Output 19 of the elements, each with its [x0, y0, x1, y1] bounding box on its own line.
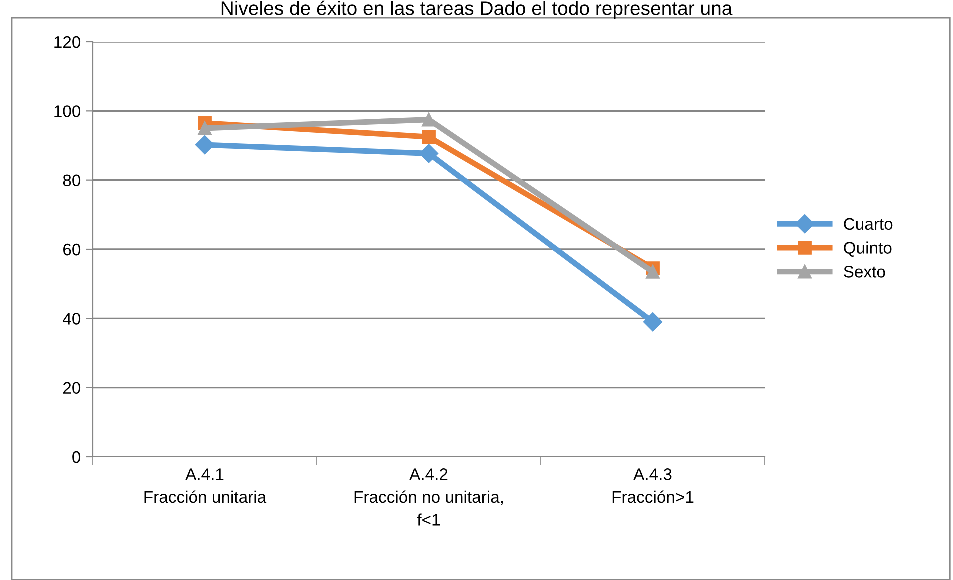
point	[198, 122, 212, 136]
legend-label: Sexto	[844, 266, 886, 278]
point	[422, 130, 436, 144]
y-tick-label: 60	[64, 244, 81, 256]
point	[646, 265, 660, 279]
y-tick-label: 0	[72, 451, 81, 464]
x-tick-label: A.4.1 Fracción unitaria	[144, 468, 267, 504]
legend-label: Quinto	[844, 242, 892, 257]
y-tick-label: 80	[63, 174, 81, 187]
y-tick-label: 20	[63, 382, 81, 394]
y-tick-label: 100	[54, 106, 81, 118]
legend-label: Cuarto	[844, 218, 893, 230]
chart-title: Niveles de éxito en las tareas Dado el todo representar una	[222, 0, 733, 20]
point	[422, 112, 436, 127]
y-tick-label: 120	[54, 36, 81, 48]
point	[643, 312, 663, 332]
x-tick-label: A.4.2 Fracción no unitaria, f<1	[354, 468, 504, 526]
x-tick-label: A.4.3 Fracción>1	[612, 468, 694, 504]
y-tick-label: 40	[63, 313, 81, 325]
